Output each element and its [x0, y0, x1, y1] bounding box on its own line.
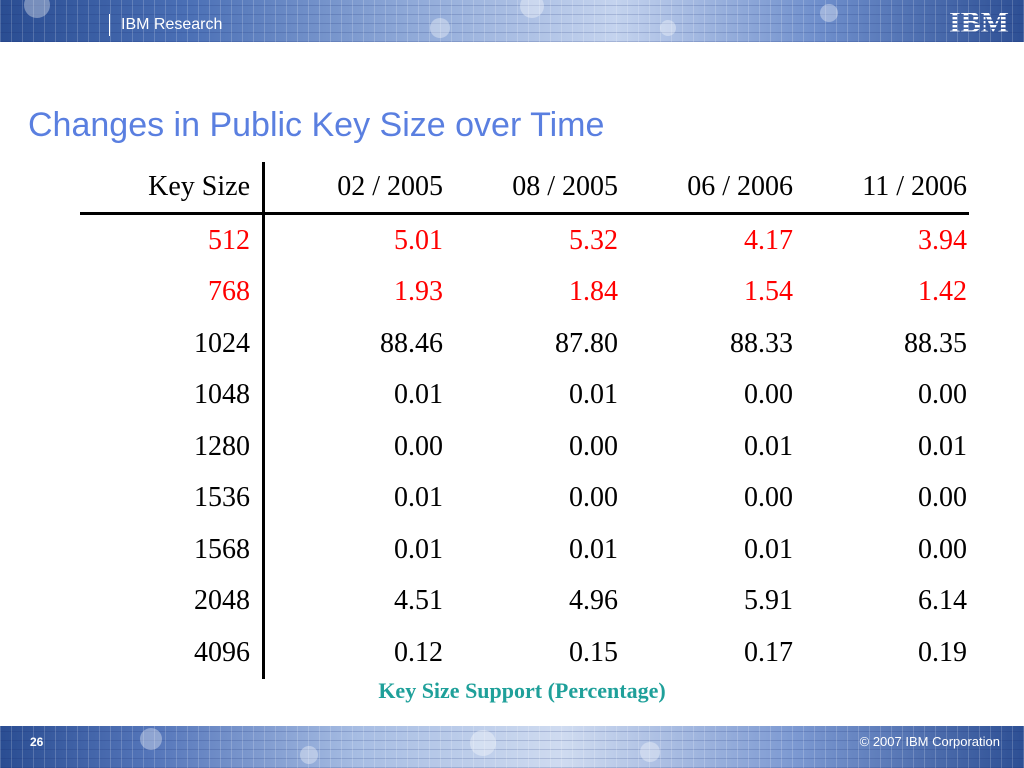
key-size-cell: 1024 [80, 318, 265, 370]
key-size-cell: 1280 [80, 421, 265, 473]
ibm-logo-text: IBM [949, 6, 1009, 37]
slide-title: Changes in Public Key Size over Time [28, 106, 605, 144]
header-texture [0, 0, 1024, 42]
table-row: 512 5.01 5.32 4.17 3.94 [80, 213, 969, 267]
percentage-cell: 0.01 [394, 379, 443, 411]
percentage-cell: 1.54 [744, 276, 793, 308]
percentage-cell: 88.33 [730, 327, 793, 359]
brand-label: IBM Research [121, 16, 223, 33]
key-size-cell: 4096 [80, 627, 265, 679]
column-header: 08 / 2005 [445, 162, 620, 215]
percentage-cell: 0.00 [918, 482, 967, 514]
percentage-cell: 1.93 [394, 276, 443, 308]
table-body: 512 5.01 5.32 4.17 3.94 768 1.93 1.84 1.… [80, 213, 969, 679]
copyright-notice: © 2007 IBM Corporation [859, 734, 1000, 749]
percentage-cell: 4.17 [744, 224, 793, 256]
percentage-cell: 5.91 [744, 585, 793, 617]
table-row: 1048 0.01 0.01 0.00 0.00 [80, 369, 969, 421]
percentage-cell: 0.01 [394, 533, 443, 565]
column-header: 02 / 2005 [263, 162, 445, 215]
percentage-cell: 5.01 [394, 224, 443, 256]
percentage-cell: 1.84 [569, 276, 618, 308]
key-size-table: Key Size 02 / 2005 08 / 2005 06 / 2006 1… [80, 162, 969, 679]
header-band: IBM Research IBM [0, 0, 1024, 42]
percentage-cell: 0.01 [569, 533, 618, 565]
page-number: 26 [30, 735, 44, 749]
footer-decoration [300, 746, 318, 764]
table-row: 768 1.93 1.84 1.54 1.42 [80, 266, 969, 318]
key-size-cell: 2048 [80, 575, 265, 627]
header-decoration [520, 0, 544, 18]
table-header-row: Key Size 02 / 2005 08 / 2005 06 / 2006 1… [80, 162, 969, 215]
table-row: 1536 0.01 0.00 0.00 0.00 [80, 472, 969, 524]
percentage-cell: 0.01 [744, 430, 793, 462]
percentage-cell: 88.46 [380, 327, 443, 359]
percentage-cell: 0.00 [744, 482, 793, 514]
key-size-cell: 1568 [80, 524, 265, 576]
table-caption: Key Size Support (Percentage) [378, 678, 666, 703]
ibm-logo: IBM [949, 6, 1009, 37]
percentage-cell: 0.01 [394, 482, 443, 514]
key-size-cell: 1048 [80, 369, 265, 421]
percentage-cell: 0.19 [918, 636, 967, 668]
column-header: 11 / 2006 [795, 162, 969, 215]
percentage-cell: 0.00 [569, 482, 618, 514]
key-size-cell: 768 [80, 266, 265, 318]
table-row: 2048 4.51 4.96 5.91 6.14 [80, 575, 969, 627]
footer-decoration [640, 742, 660, 762]
percentage-cell: 0.00 [918, 379, 967, 411]
percentage-cell: 0.00 [394, 430, 443, 462]
percentage-cell: 0.12 [394, 636, 443, 668]
column-header: Key Size [80, 162, 265, 215]
percentage-cell: 88.35 [904, 327, 967, 359]
percentage-cell: 1.42 [918, 276, 967, 308]
percentage-cell: 0.01 [918, 430, 967, 462]
percentage-cell: 4.96 [569, 585, 618, 617]
percentage-cell: 0.00 [744, 379, 793, 411]
footer-band: 26 © 2007 IBM Corporation [0, 726, 1024, 768]
percentage-cell: 0.00 [569, 430, 618, 462]
footer-texture [0, 726, 1024, 768]
percentage-cell: 0.01 [569, 379, 618, 411]
table-row: 4096 0.12 0.15 0.17 0.19 [80, 627, 969, 679]
percentage-cell: 0.15 [569, 636, 618, 668]
percentage-cell: 0.17 [744, 636, 793, 668]
percentage-cell: 0.01 [744, 533, 793, 565]
header-decoration [660, 20, 676, 36]
percentage-cell: 5.32 [569, 224, 618, 256]
header-decoration [24, 0, 50, 18]
table-row: 1024 88.46 87.80 88.33 88.35 [80, 318, 969, 370]
percentage-cell: 87.80 [555, 327, 618, 359]
table-row: 1280 0.00 0.00 0.01 0.01 [80, 421, 969, 473]
table-row: 1568 0.01 0.01 0.01 0.00 [80, 524, 969, 576]
header-decoration [820, 4, 838, 22]
percentage-cell: 3.94 [918, 224, 967, 256]
percentage-cell: 0.00 [918, 533, 967, 565]
percentage-cell: 4.51 [394, 585, 443, 617]
footer-decoration [140, 728, 162, 750]
footer-decoration [470, 730, 496, 756]
header-decoration [430, 18, 450, 38]
key-size-cell: 512 [80, 213, 265, 267]
brand-separator [109, 14, 110, 36]
key-size-cell: 1536 [80, 472, 265, 524]
column-header: 06 / 2006 [620, 162, 795, 215]
percentage-cell: 6.14 [918, 585, 967, 617]
